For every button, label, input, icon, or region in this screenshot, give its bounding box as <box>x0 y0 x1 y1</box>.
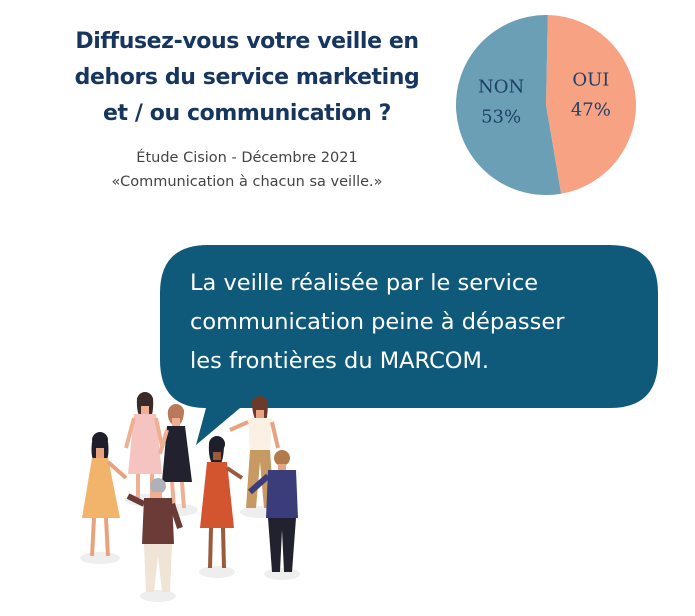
study-source-line-2: «Communication à chacun sa veille.» <box>111 174 383 190</box>
person-man-blue-jacket <box>248 450 298 572</box>
survey-question-line-1: Diffusez-vous votre veille en <box>75 29 419 54</box>
speech-bubble-text: La veille réalisée par le service commun… <box>190 264 650 381</box>
person-woman-pink-dress <box>124 392 164 498</box>
pie-slice-oui <box>546 15 636 194</box>
survey-question: Diffusez-vous votre veille en dehors du … <box>48 24 446 132</box>
pie-label-non: NON <box>478 76 524 97</box>
pie-label-oui: OUI <box>572 70 609 91</box>
pie-percent-non: 53% <box>481 106 521 127</box>
person-woman-beige-pants <box>229 396 280 508</box>
people-group-illustration <box>80 392 300 602</box>
pie-chart: OUI 47% NON 53% <box>456 15 636 196</box>
survey-question-line-2: dehors du service marketing <box>74 65 420 90</box>
speech-bubble-line-2: communication peine à dépasser <box>190 309 565 335</box>
person-man-brown-shirt <box>126 478 183 592</box>
person-woman-black-dress <box>158 404 192 509</box>
person-woman-red-dress <box>200 436 244 569</box>
study-source: Étude Cision - Décembre 2021 «Communicat… <box>58 146 436 194</box>
speech-bubble-line-3: les frontières du MARCOM. <box>190 348 490 374</box>
survey-question-line-3: et / ou communication ? <box>102 101 392 126</box>
study-source-line-1: Étude Cision - Décembre 2021 <box>136 150 358 166</box>
pie-percent-oui: 47% <box>571 100 611 121</box>
person-woman-yellow-dress <box>82 432 128 557</box>
speech-bubble-line-1: La veille réalisée par le service <box>190 270 539 296</box>
pie-slice-non <box>456 15 562 196</box>
